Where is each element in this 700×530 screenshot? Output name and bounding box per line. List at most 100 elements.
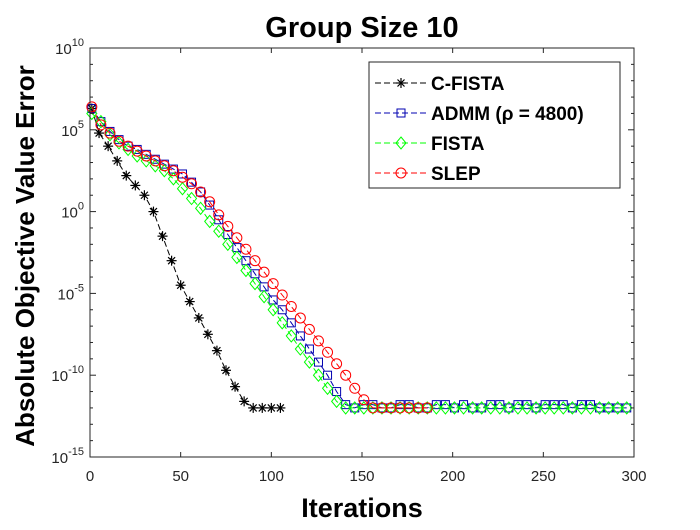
series-point [204,196,216,208]
series-point [130,180,141,191]
series-point [94,128,105,139]
series-point [176,171,188,183]
series-point [522,400,532,410]
series-point [403,402,415,414]
series-point [513,400,523,410]
series-point [249,276,261,291]
series-point [349,382,361,394]
legend: C-FISTA ADMM (ρ = 4800) FISTA SLEP [368,61,621,189]
series-point [621,401,633,415]
series-point [412,402,424,414]
series-point [230,381,241,392]
series-point [340,369,352,381]
series-point [495,400,505,410]
series-point [430,401,442,415]
series-line [91,108,627,409]
series-point [540,400,550,410]
plot-frame [89,47,635,458]
y-tick-label: 100 [61,201,84,222]
series-point [266,402,277,413]
y-tick-label: 10-5 [58,282,84,303]
series-point [358,401,370,415]
series-point [549,400,559,410]
series-point [602,401,615,415]
series-point [176,181,189,196]
series-point [112,155,123,166]
series-point [476,401,488,415]
series-point [87,104,97,114]
x-tick-label: 50 [172,468,189,485]
series-point [321,381,334,396]
chart-title: Group Size 10 [265,12,458,44]
series-point [139,190,150,201]
series-point [294,312,306,324]
series-point [167,165,179,177]
series-point [396,78,406,88]
series-point [394,402,406,414]
series-point [275,402,286,413]
series-point [349,401,361,415]
series-point [86,101,98,113]
series-point [367,402,379,414]
series-point [548,401,560,415]
series-point [494,401,506,415]
series-point [122,140,134,152]
series-point [539,401,551,415]
series-point [231,232,243,244]
series-point [211,345,222,356]
series-point [185,191,198,206]
series-point [193,312,204,323]
y-tick-label: 10-15 [51,446,84,467]
series-point [421,401,433,415]
series-point [285,300,297,312]
series-point [148,206,159,217]
series-point [558,400,568,410]
series-point [95,119,107,131]
y-tick-label: 10-10 [51,364,84,385]
series-point [294,342,306,356]
series-point [114,135,124,145]
y-axis-label: Absolute Objective Value Error [10,65,40,446]
series-point [187,177,197,187]
series-point [367,401,379,415]
x-tick-label: 250 [531,468,556,485]
series-point [359,400,369,410]
series-point [105,126,115,136]
series-point [141,149,151,159]
series-point [457,401,470,415]
series-point [95,114,107,129]
series-point [140,150,152,162]
series-point [584,401,597,415]
axes-layer: 0 50 100 150 200 250 300 10-15 10-10 10-5 100 105 10… [51,37,646,485]
series-point [149,159,161,173]
series-point [113,136,125,150]
series-point [303,323,315,335]
series-point [322,346,334,358]
series-point [258,266,270,278]
series-point [403,401,415,415]
series-point [267,278,279,290]
series-point [331,358,343,370]
series-point [276,316,288,330]
series-point [186,178,198,190]
series-point [131,149,143,163]
series-point [240,263,252,278]
y-tick-label: 105 [61,119,84,140]
series-point [557,401,569,415]
y-tick-label: 1010 [55,37,84,58]
series-line [91,108,281,409]
series-point [358,394,370,406]
series-point [303,355,316,369]
legend-label: C-FISTA [431,74,505,95]
series-point [276,289,288,301]
series-3 [86,101,433,414]
series-layer [86,101,633,415]
series-point [340,401,352,415]
series-point [267,302,279,317]
series-point [213,209,225,221]
series-point [376,402,388,414]
series-point [395,167,407,179]
series-point [459,400,469,410]
